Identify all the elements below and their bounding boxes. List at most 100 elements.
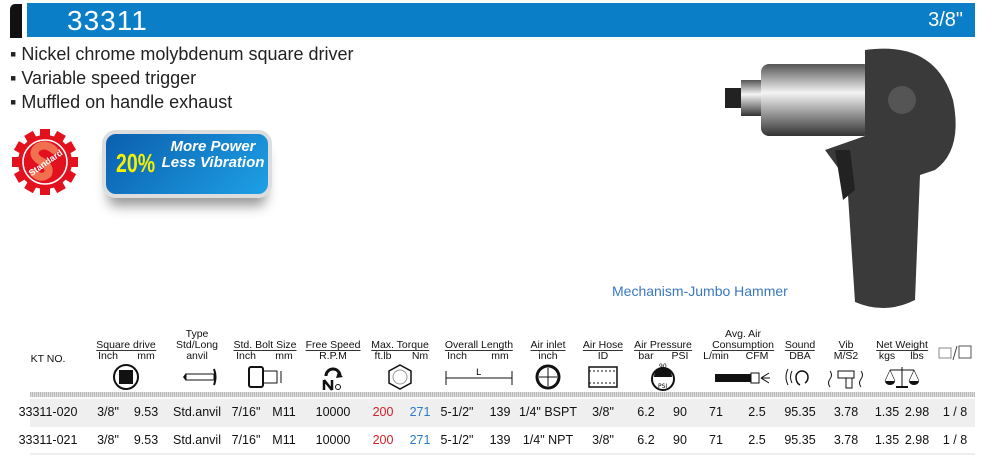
- table-cell: Std.anvil: [173, 405, 221, 419]
- feature-3: ▪ Muffled on handle exhaust: [10, 92, 233, 112]
- table-cell: 3/8": [97, 405, 119, 419]
- table-cell: 3/8": [592, 405, 614, 419]
- table-cell: 71: [709, 433, 723, 447]
- standard-seal-icon: Standard: [12, 129, 78, 195]
- table-cell: 200: [372, 433, 394, 447]
- table-cell: 95.35: [784, 433, 816, 447]
- table-cell: 5-1/2": [440, 433, 474, 447]
- table-cell: 271: [409, 405, 431, 419]
- badge-percent: 20%: [116, 148, 156, 178]
- column-subheader: Inch: [98, 350, 118, 362]
- column-subheader: M/S2: [833, 350, 859, 362]
- table-cell: 2.98: [904, 433, 930, 447]
- column-subheader: Nm: [411, 350, 429, 362]
- anvil-icon: [171, 363, 223, 395]
- vibration-icon: [826, 363, 866, 395]
- svg-text:PSI: PSI: [658, 383, 667, 390]
- column-subheader: Inch: [447, 350, 467, 362]
- column-subheader: mm: [491, 350, 509, 362]
- column-subheader: R.P.M: [319, 350, 347, 362]
- scale-icon: [884, 363, 920, 395]
- mechanism-label: Mechanism-Jumbo Hammer: [612, 283, 788, 299]
- table-cell: 7/16": [231, 433, 261, 447]
- column-subheader: inch: [538, 350, 558, 362]
- column-header: anvil: [186, 350, 208, 362]
- table-cell: 33311-021: [18, 433, 78, 447]
- table-cell: 3/8": [97, 433, 119, 447]
- table-cell: 90: [673, 433, 687, 447]
- column-header: Sound: [784, 339, 816, 351]
- column-subheader: mm: [137, 350, 155, 362]
- length-icon: L: [444, 363, 514, 395]
- table-cell: 139: [489, 433, 511, 447]
- table-cell: 139: [489, 405, 511, 419]
- package-icon: [937, 340, 973, 372]
- table-cell: 9.53: [133, 433, 159, 447]
- svg-text:L: L: [476, 368, 481, 378]
- table-cell: 95.35: [784, 405, 816, 419]
- table-cell: 200: [372, 405, 394, 419]
- table-cell: 2.5: [748, 433, 766, 447]
- column-subheader: DBA: [789, 350, 811, 362]
- column-header-kt-no: KT NO.: [30, 353, 66, 365]
- table-cell: 9.53: [133, 405, 159, 419]
- header-tab: [10, 4, 22, 38]
- column-header: Avg. Air: [725, 328, 761, 340]
- column-header: Type: [185, 328, 209, 340]
- ear-icon: [784, 363, 816, 395]
- air-inlet-icon: [534, 363, 562, 395]
- column-header: Free Speed: [305, 339, 361, 351]
- table-cell: 10000: [315, 433, 351, 447]
- table-cell: 3.78: [833, 433, 859, 447]
- table-cell: 6.2: [637, 405, 655, 419]
- table-cell: 6.2: [637, 433, 655, 447]
- table-row: [30, 427, 975, 455]
- header-divider: [30, 392, 975, 397]
- column-header: Std/Long: [175, 339, 219, 351]
- rpm-icon: [319, 363, 347, 395]
- torque-icon: [386, 363, 414, 395]
- column-subheader: CFM: [745, 350, 769, 362]
- column-header: Vib: [838, 339, 854, 351]
- table-cell: 71: [709, 405, 723, 419]
- table-cell: 1 / 8: [942, 433, 968, 447]
- svg-text:90: 90: [659, 363, 667, 370]
- badge-text: More Power Less Vibration: [161, 138, 265, 171]
- feature-2: ▪ Variable speed trigger: [10, 68, 197, 88]
- column-subheader: L/min: [703, 350, 729, 362]
- air-consumption-icon: [713, 363, 773, 395]
- power-badge: 20% More Power Less Vibration: [102, 130, 272, 198]
- table-cell: 1 / 8: [942, 405, 968, 419]
- column-header: Max. Torque: [371, 339, 429, 351]
- pressure-gauge-icon: PSI 90: [649, 363, 677, 395]
- table-cell: 7/16": [231, 405, 261, 419]
- model-number: 33311: [67, 5, 148, 36]
- table-cell: 1.35: [874, 405, 900, 419]
- square-drive-icon: [112, 363, 140, 395]
- table-row: [30, 399, 975, 427]
- column-subheader: ft.lb: [374, 350, 392, 362]
- table-cell: 1/4" BSPT: [519, 405, 577, 419]
- table-cell: 5-1/2": [440, 405, 474, 419]
- column-subheader: ID: [597, 350, 609, 362]
- drive-size: 3/8": [928, 9, 963, 31]
- table-cell: 1/4" NPT: [522, 433, 574, 447]
- column-header: Air inlet: [530, 339, 566, 351]
- column-header: Overall Length: [444, 339, 514, 351]
- column-header: Std. Bolt Size: [233, 339, 297, 351]
- table-cell: M11: [272, 405, 296, 419]
- column-header: Air Hose: [582, 339, 624, 351]
- column-subheader: mm: [275, 350, 293, 362]
- column-subheader: bar: [638, 350, 654, 362]
- table-cell: 33311-020: [18, 405, 78, 419]
- table-cell: 3.78: [833, 405, 859, 419]
- table-cell: 90: [673, 405, 687, 419]
- table-cell: 1.35: [874, 433, 900, 447]
- table-cell: 2.98: [904, 405, 930, 419]
- column-subheader: Inch: [236, 350, 256, 362]
- column-subheader: kgs: [878, 350, 896, 362]
- air-hose-icon: [586, 363, 620, 395]
- column-header: Square drive: [96, 339, 156, 351]
- column-header: Net Weight: [876, 339, 928, 351]
- table-cell: 2.5: [748, 405, 766, 419]
